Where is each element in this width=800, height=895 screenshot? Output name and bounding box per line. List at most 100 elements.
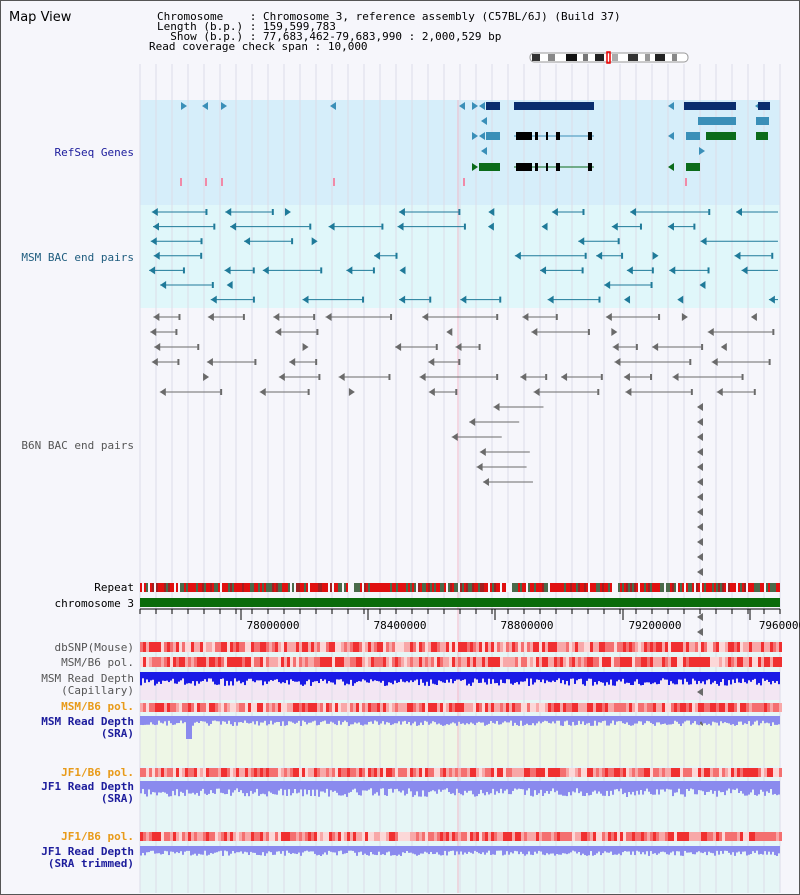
- ruler-label: 78000000: [247, 619, 300, 632]
- bac-end-marker: [273, 313, 280, 321]
- track-label-msm-pol[interactable]: MSM/B6 pol.: [61, 656, 134, 669]
- track-label-repeat[interactable]: Repeat: [94, 581, 134, 594]
- bac-end-marker: [318, 374, 321, 380]
- bac-end-marker: [252, 296, 255, 303]
- bac-end-marker: [388, 374, 391, 380]
- bac-end-marker: [182, 267, 185, 274]
- bac-end-marker: [151, 208, 158, 216]
- b6n-bac-track[interactable]: [150, 313, 775, 726]
- bac-end-marker: [395, 252, 398, 259]
- bac-end-marker: [372, 267, 375, 274]
- track-label-refseq[interactable]: RefSeq Genes: [54, 146, 134, 159]
- track-label-msm-depth-capillary[interactable]: MSM Read Depth (Capillary): [41, 672, 134, 697]
- bac-end-marker: [614, 358, 621, 366]
- exon: [535, 163, 538, 171]
- bac-end-marker: [750, 313, 757, 321]
- track-label-jf1-pol-2[interactable]: JF1/B6 pol.: [61, 830, 134, 843]
- bac-end-marker: [650, 374, 653, 380]
- track-label-jf1-pol[interactable]: JF1/B6 pol.: [61, 766, 134, 779]
- bac-end-marker: [390, 314, 393, 320]
- bac-end-marker: [446, 328, 453, 336]
- gene-block: [706, 132, 736, 140]
- repeat-track[interactable]: [140, 583, 780, 592]
- bac-end-marker: [242, 314, 245, 320]
- bac-end-marker: [697, 538, 703, 546]
- bac-end-marker: [697, 463, 703, 471]
- bac-end-marker: [362, 296, 365, 303]
- bac-end-marker: [697, 493, 703, 501]
- bac-end-marker: [399, 266, 406, 275]
- bac-end-marker: [547, 295, 554, 304]
- refseq-tick: [221, 178, 223, 186]
- bac-end-marker: [639, 223, 642, 230]
- gene-block: [684, 102, 736, 110]
- bac-end-marker: [200, 238, 203, 245]
- bac-end-marker: [428, 358, 435, 366]
- gene-block: [686, 163, 700, 171]
- bac-end-marker: [469, 418, 476, 426]
- bac-end-marker: [652, 343, 659, 351]
- feature-arrow: [481, 147, 487, 155]
- refseq-tick: [685, 178, 687, 186]
- bac-end-marker: [315, 359, 318, 365]
- bac-end-marker: [690, 389, 693, 395]
- track-label-msm-pol-sra[interactable]: MSM/B6 pol.: [61, 700, 134, 713]
- bac-end-marker: [230, 222, 237, 231]
- bac-end-marker: [697, 568, 703, 576]
- bac-end-marker: [309, 223, 312, 230]
- bac-end-marker: [177, 359, 180, 365]
- bac-end-marker: [604, 281, 611, 289]
- gene-block: [686, 132, 700, 140]
- bac-end-marker: [479, 448, 486, 456]
- track-label-dbsnp[interactable]: dbSNP(Mouse): [54, 641, 134, 654]
- position-ruler: 78000000 78400000 78800000 79200000 7960000: [139, 608, 800, 632]
- exon: [588, 132, 592, 140]
- bac-end-marker: [736, 208, 743, 216]
- coverage-tracks[interactable]: [140, 642, 782, 856]
- bac-end-marker: [493, 403, 500, 411]
- bac-end-marker: [541, 222, 548, 231]
- bac-end-marker: [291, 238, 294, 245]
- bac-end-marker: [175, 329, 178, 335]
- refseq-tick: [205, 178, 207, 186]
- msm-bac-track[interactable]: [149, 208, 778, 304]
- track-label-b6n-bac[interactable]: B6N BAC end pairs: [21, 439, 134, 452]
- bac-end-marker: [207, 313, 214, 321]
- bac-end-marker: [149, 266, 156, 275]
- chromosome-bar[interactable]: [140, 598, 780, 607]
- track-label-msm-bac[interactable]: MSM BAC end pairs: [21, 251, 134, 264]
- bac-end-marker: [153, 251, 160, 260]
- bac-end-marker: [578, 237, 585, 246]
- bac-end-marker: [159, 388, 166, 396]
- track-label-msm-depth-sra[interactable]: MSM Read Depth (SRA): [41, 715, 134, 740]
- bac-end-marker: [482, 478, 489, 486]
- bac-end-marker: [612, 343, 619, 351]
- bac-end-marker: [259, 388, 266, 396]
- bac-end-marker: [422, 313, 429, 321]
- refseq-genes-track[interactable]: [180, 102, 770, 186]
- feature-arrow: [459, 102, 465, 110]
- bac-end-marker: [320, 267, 323, 274]
- bac-end-marker: [621, 252, 624, 259]
- bac-end-marker: [697, 418, 703, 426]
- track-label-jf1-depth[interactable]: JF1 Read Depth (SRA): [41, 780, 134, 805]
- bac-end-marker: [697, 613, 703, 621]
- bac-end-marker: [275, 328, 282, 336]
- bac-end-marker: [533, 388, 540, 396]
- bac-end-marker: [561, 373, 568, 381]
- refseq-tick: [463, 178, 465, 186]
- bac-end-marker: [429, 296, 432, 303]
- bac-end-marker: [428, 388, 435, 396]
- track-label-chromosome[interactable]: chromosome 3: [54, 597, 134, 610]
- bac-end-marker: [278, 373, 285, 381]
- bac-end-marker: [302, 295, 309, 304]
- feature-arrow: [699, 147, 705, 155]
- bac-end-marker: [522, 313, 529, 321]
- bac-end-marker: [699, 281, 706, 289]
- bac-end-marker: [302, 343, 309, 351]
- bac-end-marker: [153, 222, 160, 231]
- track-label-jf1-depth-trimmed[interactable]: JF1 Read Depth (SRA trimmed): [41, 845, 134, 870]
- exon: [516, 132, 522, 140]
- chromosome-ideogram[interactable]: [529, 51, 689, 64]
